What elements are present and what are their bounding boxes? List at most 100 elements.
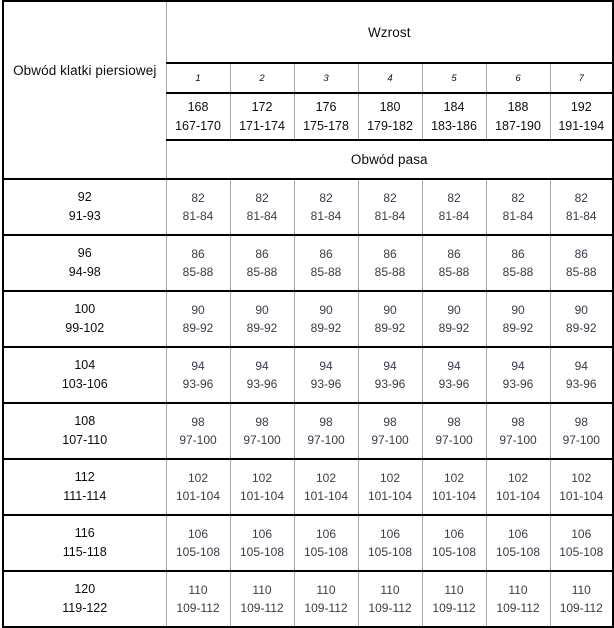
cell-range: 105-108 [367,545,413,559]
cell-range: 93-96 [310,377,342,391]
column-header-value: 168 [187,100,209,115]
data-cell: 90 89-92 [485,291,550,348]
table-row: 96 94-98 86 85-88 86 85-88 86 85-88 86 8… [2,235,614,292]
cell-value: 110 [316,583,336,597]
data-cell: 94 93-96 [165,347,230,404]
cell-range: 97-100 [243,433,281,447]
cell-value: 102 [315,471,337,485]
row-header-value: 96 [77,246,92,261]
row-header-range: 94-98 [68,265,101,279]
cell-range: 109-112 [496,601,540,615]
cell-value: 90 [511,303,525,317]
data-cell: 110 109-112 [357,571,422,628]
cell-range: 89-92 [502,321,534,335]
column-header-value: 172 [251,100,273,115]
data-cell: 106 105-108 [485,515,550,572]
cell-range: 105-108 [175,545,221,559]
data-cell: 110 109-112 [229,571,294,628]
cell-value: 98 [383,415,397,429]
cell-value: 94 [319,359,333,373]
data-cell: 90 89-92 [549,291,614,348]
cell-range: 101-104 [367,489,413,503]
cell-range: 97-100 [435,433,473,447]
cell-value: 86 [574,247,588,261]
data-cell: 90 89-92 [357,291,422,348]
cell-value: 106 [379,527,401,541]
row-header: 104 103-106 [2,347,166,404]
header-row-group: Obwód klatki piersiowej Wzrost [2,0,614,140]
column-index-7: 7 [549,62,614,93]
table-row: 100 99-102 90 89-92 90 89-92 90 89-92 90… [2,291,614,348]
column-header-range: 187-190 [495,118,541,133]
data-cell: 102 101-104 [357,459,422,516]
data-cell: 102 101-104 [485,459,550,516]
cell-range: 105-108 [431,545,477,559]
cell-range: 97-100 [371,433,409,447]
cell-range: 105-108 [303,545,349,559]
column-index-6: 6 [485,62,550,93]
row-header-value: 112 [74,470,95,485]
data-cell: 90 89-92 [165,291,230,348]
data-cell: 106 105-108 [357,515,422,572]
cell-value: 86 [191,247,205,261]
cell-range: 85-88 [310,265,342,279]
row-header-range: 99-102 [65,321,105,335]
cell-value: 94 [383,359,397,373]
data-cell: 98 97-100 [229,403,294,460]
data-cell: 86 85-88 [421,235,486,292]
row-header-value: 92 [77,190,92,205]
cell-range: 89-92 [310,321,342,335]
column-header-2: 172 171-174 [229,92,294,141]
data-cell: 98 97-100 [485,403,550,460]
section-title: Obwód pasa [165,140,614,180]
data-cell: 82 81-84 [485,179,550,236]
row-header-value: 104 [74,358,96,373]
column-header-range: 171-174 [239,118,285,133]
cell-value: 110 [380,583,400,597]
cell-range: 105-108 [239,545,285,559]
cell-range: 81-84 [310,209,342,223]
row-header: 96 94-98 [2,235,166,292]
data-cell: 86 85-88 [293,235,358,292]
cell-range: 109-112 [176,601,220,615]
cell-value: 102 [443,471,465,485]
data-cell: 102 101-104 [293,459,358,516]
cell-range: 93-96 [502,377,534,391]
cell-value: 102 [379,471,401,485]
data-cell: 90 89-92 [421,291,486,348]
column-header-range: 183-186 [431,118,477,133]
row-header: 116 115-118 [2,515,166,572]
cell-range: 101-104 [303,489,349,503]
data-cell: 98 97-100 [293,403,358,460]
column-header-6: 188 187-190 [485,92,550,141]
column-header-3: 176 175-178 [293,92,358,141]
cell-range: 93-96 [438,377,470,391]
cell-range: 85-88 [438,265,470,279]
cell-value: 82 [383,191,397,205]
data-cell: 86 85-88 [357,235,422,292]
cell-range: 89-92 [438,321,470,335]
cell-value: 86 [447,247,461,261]
data-cell: 94 93-96 [485,347,550,404]
data-cell: 102 101-104 [165,459,230,516]
column-header-4: 180 179-182 [357,92,422,141]
column-header-1: 168 167-170 [165,92,230,141]
cell-range: 81-84 [438,209,470,223]
cell-range: 93-96 [374,377,406,391]
cell-value: 86 [319,247,333,261]
cell-range: 81-84 [246,209,278,223]
cell-range: 89-92 [565,321,597,335]
data-cell: 94 93-96 [229,347,294,404]
table-row: 116 115-118 106 105-108 106 105-108 106 … [2,515,614,572]
data-cell: 82 81-84 [229,179,294,236]
header-row-index: 1 2 3 4 5 6 7 [3,62,614,93]
cell-value: 94 [255,359,269,373]
cell-value: 86 [511,247,525,261]
table-row: 108 107-110 98 97-100 98 97-100 98 97-10… [2,403,614,460]
column-header-range: 191-194 [558,118,605,133]
cell-value: 106 [187,527,209,541]
cell-range: 81-84 [565,209,597,223]
cell-range: 93-96 [182,377,214,391]
cell-range: 109-112 [432,601,476,615]
